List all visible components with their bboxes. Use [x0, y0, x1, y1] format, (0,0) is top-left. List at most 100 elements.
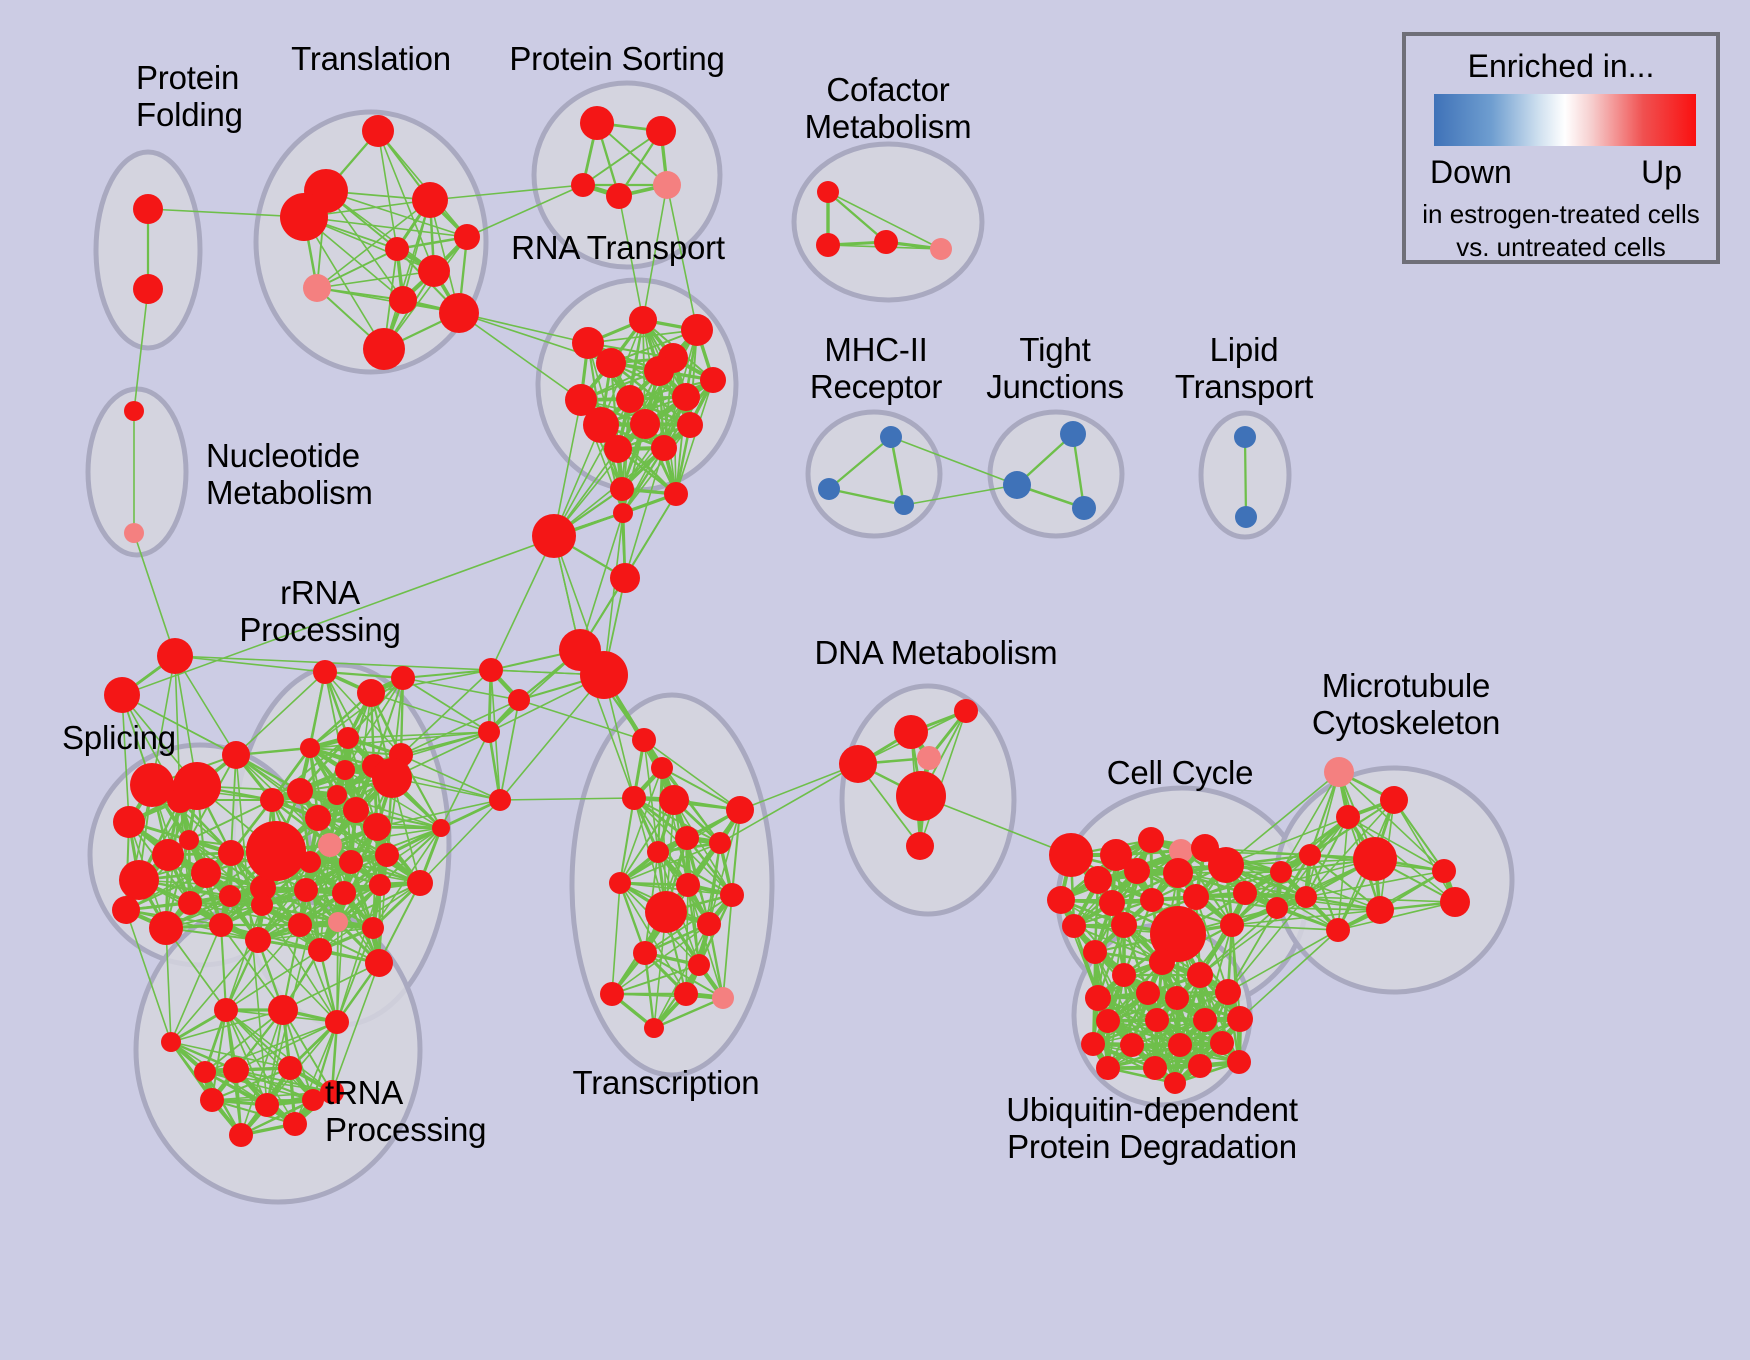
- network-node[interactable]: [157, 638, 193, 674]
- network-node[interactable]: [659, 785, 689, 815]
- network-node[interactable]: [439, 293, 479, 333]
- network-node[interactable]: [646, 116, 676, 146]
- network-node[interactable]: [362, 115, 394, 147]
- network-node[interactable]: [339, 850, 363, 874]
- network-node[interactable]: [112, 896, 140, 924]
- network-node[interactable]: [179, 830, 199, 850]
- network-node[interactable]: [697, 912, 721, 936]
- network-node[interactable]: [1049, 833, 1093, 877]
- network-node[interactable]: [604, 435, 632, 463]
- network-node[interactable]: [1432, 859, 1456, 883]
- network-node[interactable]: [839, 745, 877, 783]
- network-node[interactable]: [1270, 861, 1292, 883]
- network-node[interactable]: [1353, 837, 1397, 881]
- network-node[interactable]: [1112, 963, 1136, 987]
- network-node[interactable]: [629, 306, 657, 334]
- network-node[interactable]: [653, 171, 681, 199]
- network-node[interactable]: [365, 949, 393, 977]
- network-node[interactable]: [479, 658, 503, 682]
- network-node[interactable]: [209, 913, 233, 937]
- network-node[interactable]: [647, 841, 669, 863]
- network-node[interactable]: [280, 193, 328, 241]
- network-node[interactable]: [303, 274, 331, 302]
- network-node[interactable]: [1266, 897, 1288, 919]
- network-node[interactable]: [133, 274, 163, 304]
- network-node[interactable]: [1183, 884, 1209, 910]
- network-node[interactable]: [1299, 844, 1321, 866]
- network-node[interactable]: [1003, 471, 1031, 499]
- network-node[interactable]: [1164, 1072, 1186, 1094]
- network-node[interactable]: [389, 286, 417, 314]
- network-node[interactable]: [600, 982, 624, 1006]
- network-node[interactable]: [880, 426, 902, 448]
- network-node[interactable]: [606, 183, 632, 209]
- network-node[interactable]: [1136, 981, 1160, 1005]
- network-node[interactable]: [1210, 1031, 1234, 1055]
- network-node[interactable]: [173, 762, 221, 810]
- network-node[interactable]: [113, 806, 145, 838]
- network-node[interactable]: [596, 348, 626, 378]
- network-node[interactable]: [677, 412, 703, 438]
- network-node[interactable]: [288, 913, 312, 937]
- network-node[interactable]: [363, 328, 405, 370]
- network-node[interactable]: [613, 503, 633, 523]
- network-node[interactable]: [308, 938, 332, 962]
- network-node[interactable]: [194, 1061, 216, 1083]
- network-node[interactable]: [149, 911, 183, 945]
- network-node[interactable]: [332, 881, 356, 905]
- network-node[interactable]: [1215, 979, 1241, 1005]
- network-node[interactable]: [1062, 914, 1086, 938]
- network-node[interactable]: [1083, 940, 1107, 964]
- network-node[interactable]: [268, 995, 298, 1025]
- network-node[interactable]: [1168, 1033, 1192, 1057]
- network-node[interactable]: [283, 1112, 307, 1136]
- network-node[interactable]: [152, 839, 184, 871]
- network-node[interactable]: [1120, 1033, 1144, 1057]
- network-node[interactable]: [454, 224, 480, 250]
- network-node[interactable]: [1096, 1009, 1120, 1033]
- network-node[interactable]: [672, 383, 700, 411]
- network-node[interactable]: [328, 912, 348, 932]
- network-node[interactable]: [432, 819, 450, 837]
- network-node[interactable]: [1072, 496, 1096, 520]
- network-node[interactable]: [104, 677, 140, 713]
- network-node[interactable]: [362, 917, 384, 939]
- network-node[interactable]: [222, 741, 250, 769]
- network-node[interactable]: [1440, 887, 1470, 917]
- network-node[interactable]: [260, 788, 284, 812]
- network-node[interactable]: [489, 789, 511, 811]
- network-node[interactable]: [219, 885, 241, 907]
- network-node[interactable]: [874, 230, 898, 254]
- network-node[interactable]: [287, 778, 313, 804]
- network-node[interactable]: [337, 727, 359, 749]
- network-node[interactable]: [1234, 426, 1256, 448]
- network-node[interactable]: [1165, 986, 1189, 1010]
- network-node[interactable]: [278, 1056, 302, 1080]
- network-node[interactable]: [214, 998, 238, 1022]
- network-node[interactable]: [651, 757, 673, 779]
- network-node[interactable]: [651, 435, 677, 461]
- network-node[interactable]: [313, 660, 337, 684]
- network-node[interactable]: [645, 891, 687, 933]
- network-node[interactable]: [616, 385, 644, 413]
- network-node[interactable]: [565, 384, 597, 416]
- network-node[interactable]: [327, 785, 347, 805]
- network-node[interactable]: [580, 651, 628, 699]
- network-node[interactable]: [688, 954, 710, 976]
- network-node[interactable]: [1169, 839, 1193, 863]
- network-node[interactable]: [1140, 888, 1164, 912]
- network-node[interactable]: [124, 523, 144, 543]
- network-node[interactable]: [299, 851, 321, 873]
- network-node[interactable]: [700, 367, 726, 393]
- network-node[interactable]: [300, 738, 320, 758]
- network-node[interactable]: [124, 401, 144, 421]
- network-node[interactable]: [1188, 1054, 1212, 1078]
- network-node[interactable]: [1227, 1006, 1253, 1032]
- network-node[interactable]: [320, 1080, 344, 1104]
- network-node[interactable]: [418, 255, 450, 287]
- network-node[interactable]: [633, 941, 657, 965]
- network-node[interactable]: [954, 699, 978, 723]
- network-node[interactable]: [1060, 421, 1086, 447]
- network-node[interactable]: [1085, 985, 1111, 1011]
- network-node[interactable]: [1326, 918, 1350, 942]
